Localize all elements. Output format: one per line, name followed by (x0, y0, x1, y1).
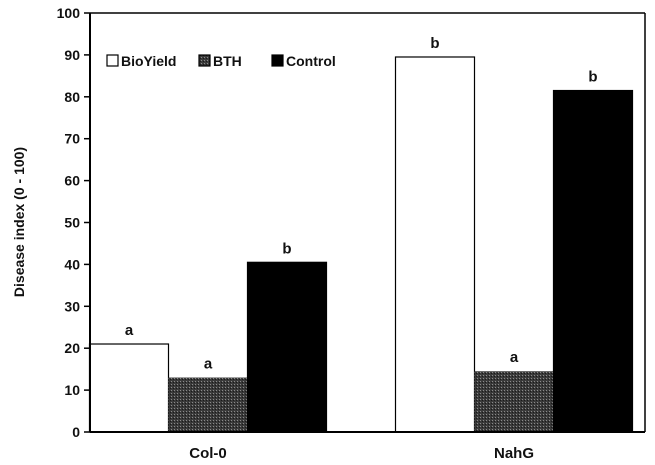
significance-letter: b (282, 240, 291, 257)
y-tick-label: 0 (72, 424, 80, 440)
significance-letter: a (204, 356, 213, 373)
legend-label-bioyield: BioYield (121, 53, 177, 69)
y-tick-label: 40 (64, 256, 80, 272)
legend-swatch-bth (198, 54, 211, 67)
significance-letter: a (510, 349, 519, 366)
bar-series (88, 56, 634, 433)
legend-swatch-bioyield (106, 54, 119, 67)
legend-swatch-control (271, 54, 284, 67)
legend-label-bth: BTH (213, 53, 242, 69)
y-tick-label: 60 (64, 173, 80, 189)
bar-control-col-0 (246, 261, 328, 433)
bar-bioyield-col-0 (88, 343, 170, 433)
y-tick-label: 50 (64, 215, 80, 231)
y-tick-label: 90 (64, 47, 80, 63)
x-category-label: NahG (494, 445, 534, 462)
y-tick-label: 20 (64, 340, 80, 356)
bar-bth-col-0 (168, 377, 248, 432)
significance-letter: a (125, 322, 134, 339)
significance-letters: a a b b a b (125, 35, 598, 373)
bar-bioyield-nahg (394, 56, 476, 433)
legend: BioYield BTH Control (106, 53, 336, 69)
legend-label-control: Control (286, 53, 336, 69)
y-axis-ticks: 0 10 20 30 40 50 60 70 80 90 100 (57, 5, 90, 440)
bar-control-nahg (552, 89, 634, 433)
bar-bth-nahg (474, 371, 554, 432)
y-tick-label: 80 (64, 89, 80, 105)
significance-letter: b (588, 69, 597, 86)
y-tick-label: 30 (64, 298, 80, 314)
y-tick-label: 100 (57, 5, 81, 21)
axes (89, 12, 646, 433)
x-category-label: Col-0 (189, 445, 227, 462)
x-axis-categories: Col-0 NahG (189, 445, 534, 462)
y-axis-label: Disease index (0 - 100) (11, 147, 27, 297)
significance-letter: b (430, 35, 439, 52)
y-tick-label: 70 (64, 131, 80, 147)
y-tick-label: 10 (64, 382, 80, 398)
